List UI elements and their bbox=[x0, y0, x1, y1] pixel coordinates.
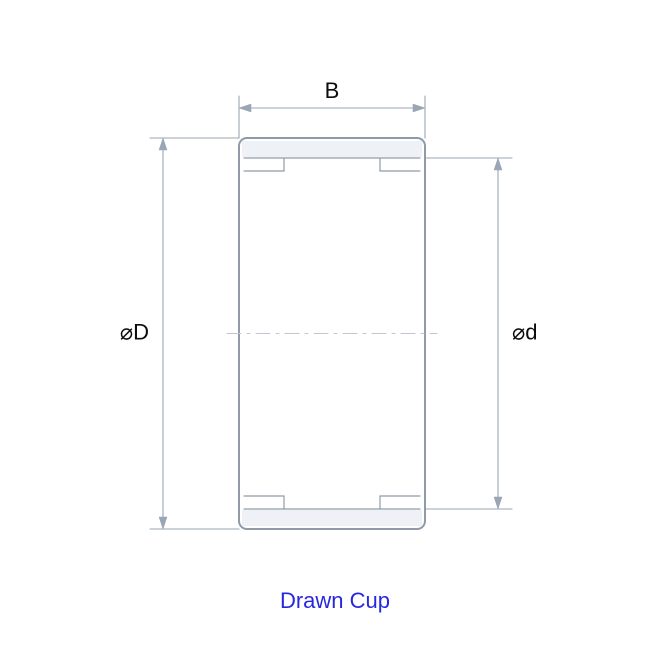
svg-text:B: B bbox=[325, 78, 340, 103]
caption: Drawn Cup bbox=[0, 588, 670, 614]
diagram-svg: B ⌀D ⌀d bbox=[0, 0, 670, 670]
svg-text:⌀D: ⌀D bbox=[120, 319, 149, 344]
technical-drawing: B ⌀D ⌀d Drawn Cup bbox=[0, 0, 670, 670]
svg-text:⌀d: ⌀d bbox=[512, 319, 537, 344]
